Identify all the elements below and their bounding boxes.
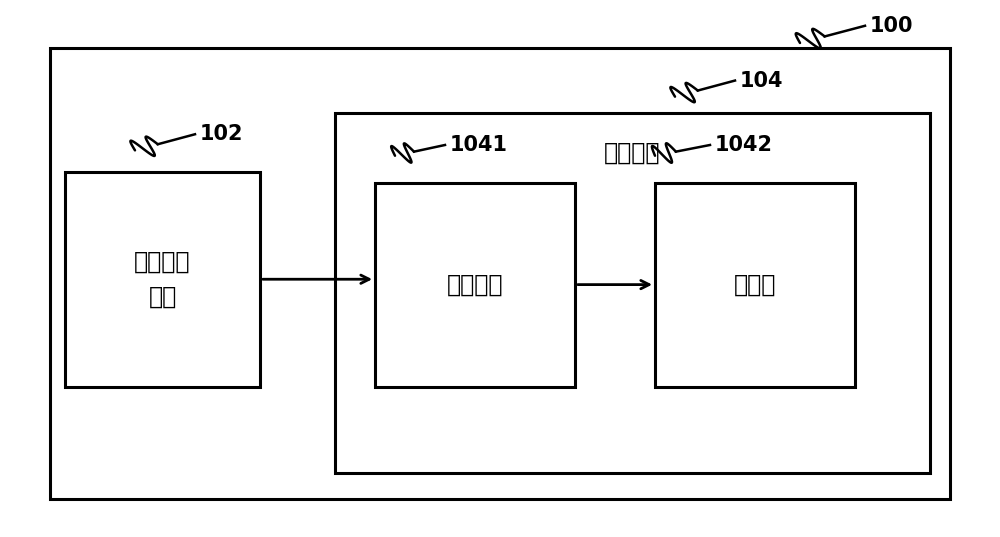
Text: 余热回收
设备: 余热回收 设备	[134, 250, 191, 309]
Bar	[335, 113, 930, 473]
Text: 蓄热箱: 蓄热箱	[734, 273, 776, 296]
Text: 104: 104	[740, 70, 784, 91]
Bar	[65, 172, 260, 387]
Text: 102: 102	[200, 124, 244, 144]
Bar	[375, 183, 575, 387]
Bar	[655, 183, 855, 387]
Text: 1041: 1041	[450, 135, 508, 155]
Bar	[50, 48, 950, 499]
Text: 热泵主机: 热泵主机	[447, 273, 503, 296]
Text: 1042: 1042	[715, 135, 773, 155]
Text: 热泵系统: 热泵系统	[604, 141, 661, 165]
Text: 100: 100	[870, 16, 914, 36]
